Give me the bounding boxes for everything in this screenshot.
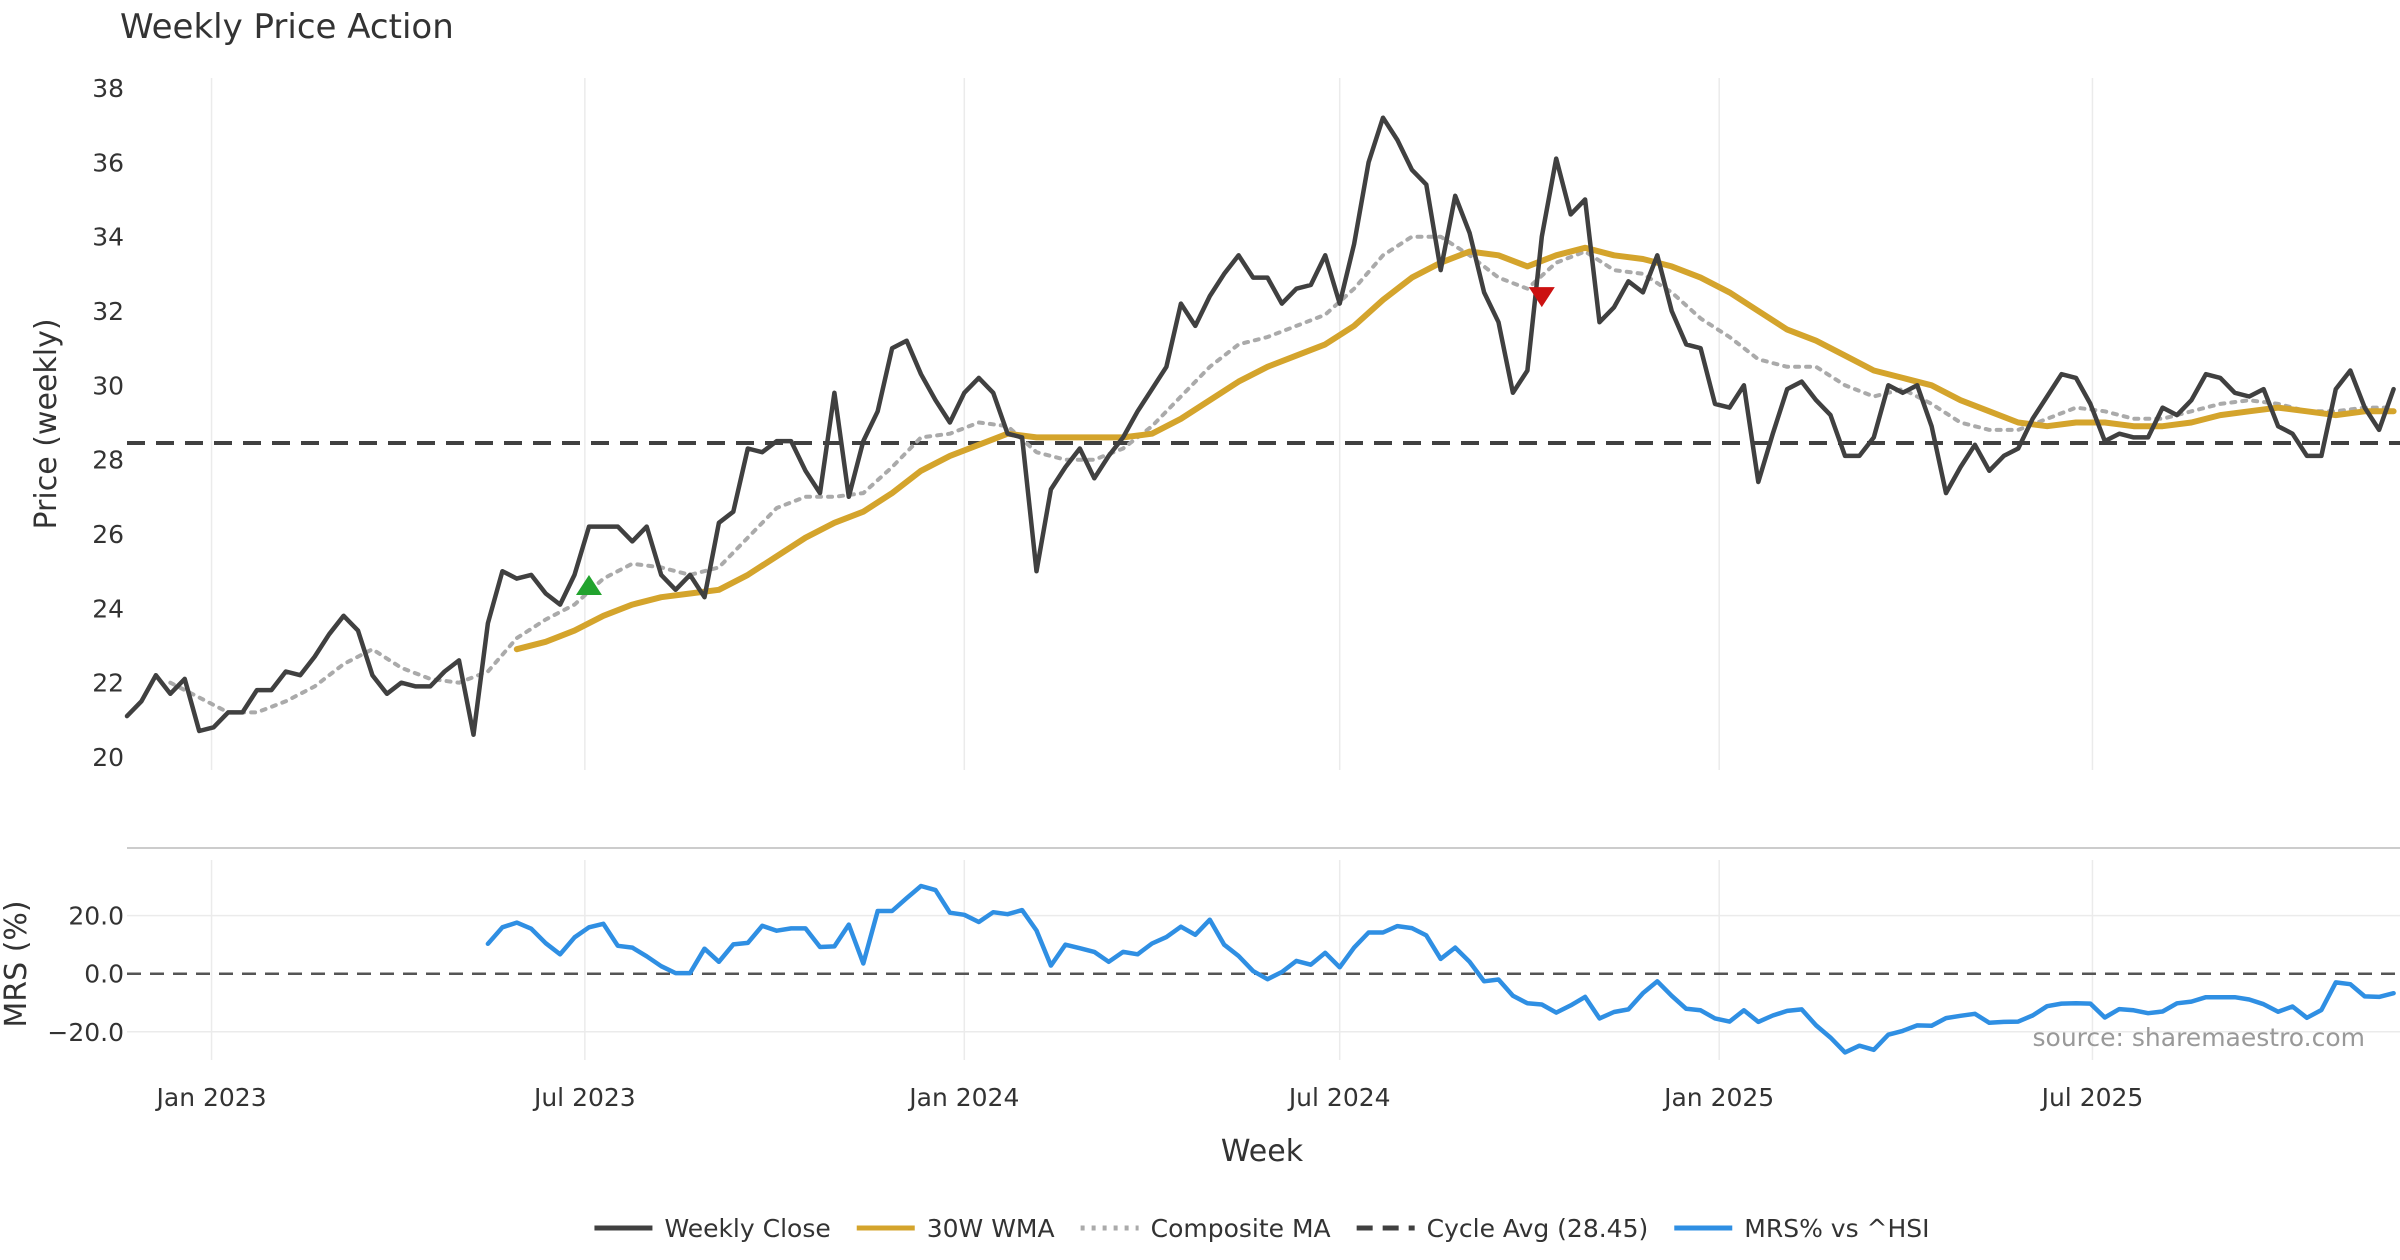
price-y-axis-title: Price (weekly) xyxy=(29,318,64,529)
chart-title: Weekly Price Action xyxy=(120,7,454,47)
mrs-y-ticks: 20.0 0.0 −20.0 xyxy=(47,902,124,1047)
mrs-y-axis-title: MRS (%) xyxy=(0,900,34,1027)
legend-label: Cycle Avg (28.45) xyxy=(1427,1214,1649,1243)
mrs-y-tick: −20.0 xyxy=(47,1018,124,1047)
price-y-tick: 24 xyxy=(92,594,124,623)
legend: Weekly Close 30W WMA Composite MA Cycle Avg… xyxy=(594,1214,1930,1243)
price-grid xyxy=(210,78,2094,770)
mrs-y-tick: 0.0 xyxy=(84,960,124,989)
composite-ma-line xyxy=(168,234,2396,715)
x-axis-ticks: Jan 2023 Jul 2023 Jan 2024 Jul 2024 Jan 2025… xyxy=(155,1083,2144,1112)
price-y-tick: 20 xyxy=(92,743,124,772)
price-y-tick: 30 xyxy=(92,371,124,400)
mrs-line xyxy=(485,883,2396,1055)
x-tick-label: Jan 2024 xyxy=(907,1083,1019,1112)
source-note: source: sharemaestro.com xyxy=(2033,1023,2366,1052)
mrs-series xyxy=(127,883,2400,1055)
price-y-ticks: 20 22 24 26 28 30 32 34 36 38 xyxy=(92,74,124,772)
x-tick-label: Jan 2025 xyxy=(1662,1083,1774,1112)
price-y-tick: 38 xyxy=(92,74,124,103)
price-y-tick: 28 xyxy=(92,446,124,475)
price-series xyxy=(124,115,2400,737)
legend-label: MRS% vs ^HSI xyxy=(1744,1214,1929,1243)
sell-signal-marker xyxy=(1528,287,1555,308)
x-tick-label: Jan 2023 xyxy=(155,1083,267,1112)
price-y-tick: 32 xyxy=(92,297,124,326)
legend-label: Weekly Close xyxy=(664,1214,830,1243)
x-tick-label: Jul 2025 xyxy=(2040,1083,2144,1112)
legend-label: 30W WMA xyxy=(927,1214,1055,1243)
legend-label: Composite MA xyxy=(1151,1214,1331,1243)
price-y-tick: 22 xyxy=(92,669,124,698)
mrs-y-tick: 20.0 xyxy=(68,902,124,931)
mrs-grid xyxy=(127,860,2400,1060)
x-tick-label: Jul 2023 xyxy=(532,1083,636,1112)
x-axis-title: Week xyxy=(1221,1134,1304,1169)
price-y-tick: 36 xyxy=(92,148,124,177)
buy-signal-marker xyxy=(575,575,602,596)
price-markers xyxy=(575,287,1555,596)
wma-30w-line xyxy=(513,244,2397,653)
price-y-tick: 26 xyxy=(92,520,124,549)
price-y-tick: 34 xyxy=(92,223,124,252)
x-tick-label: Jul 2024 xyxy=(1287,1083,1391,1112)
weekly-close-line xyxy=(124,115,2396,737)
